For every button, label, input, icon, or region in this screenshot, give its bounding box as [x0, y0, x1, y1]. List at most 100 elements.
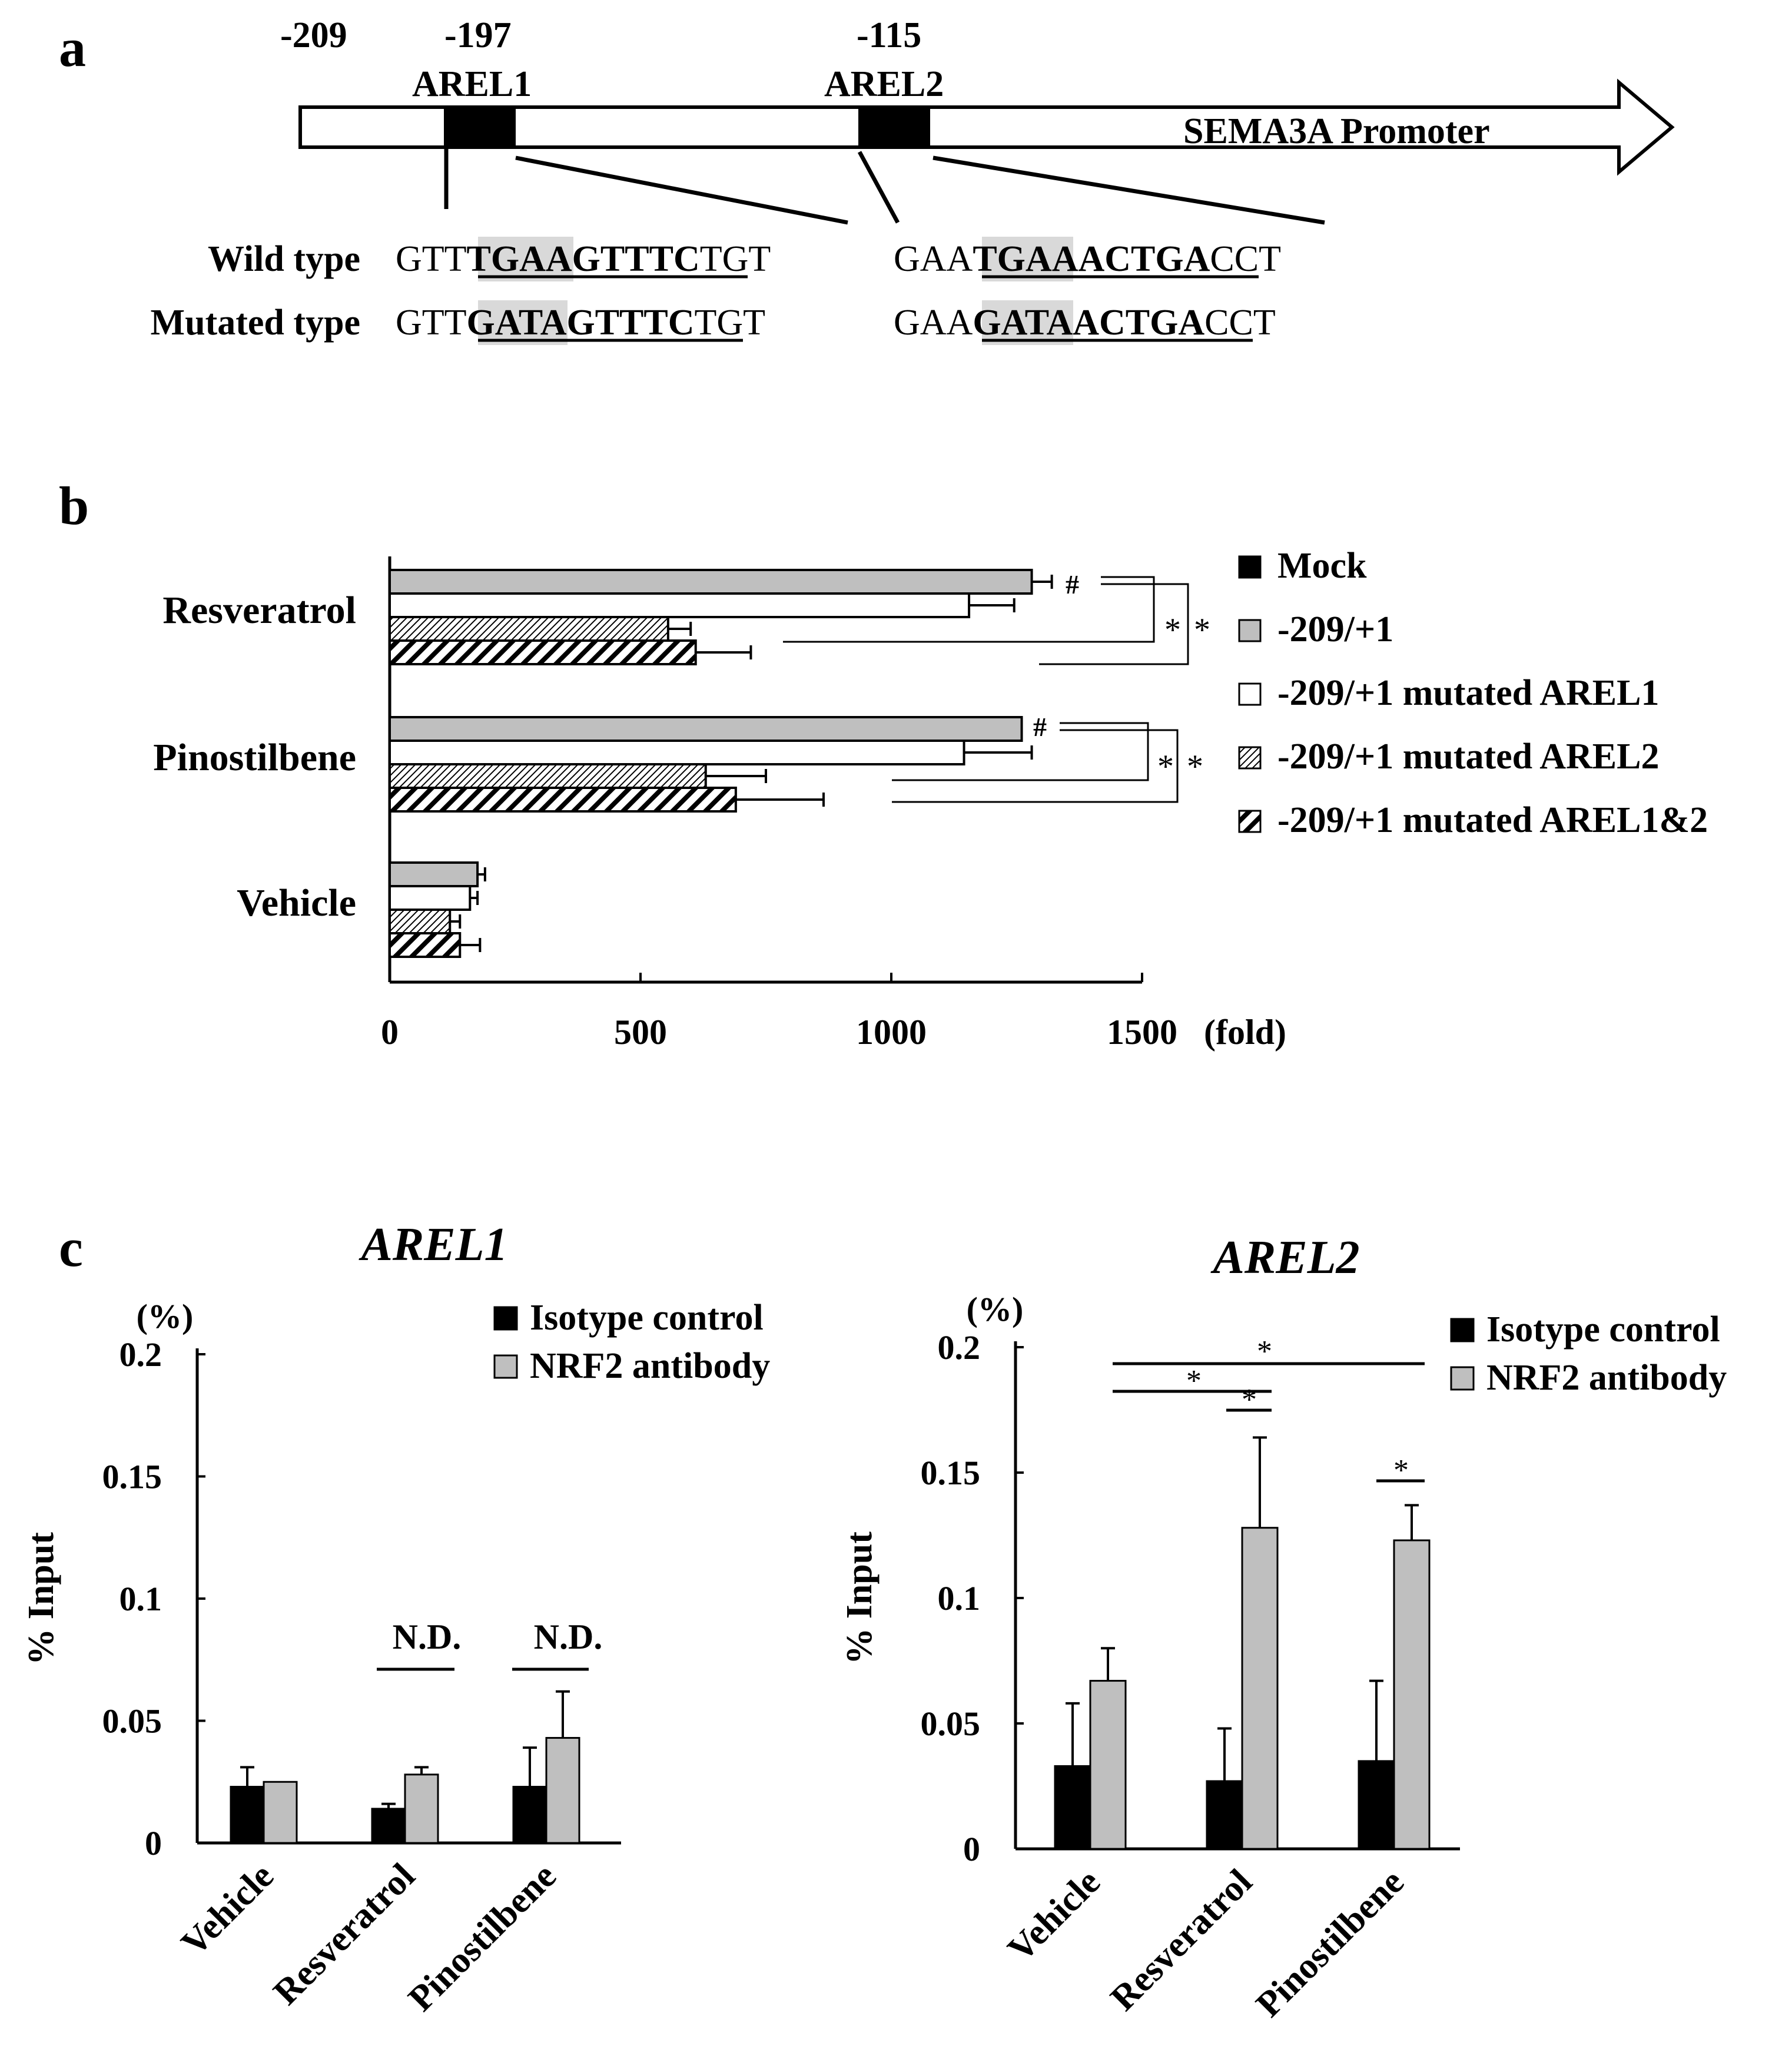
chart-c-arel1: AREL1 (%) % Input 0 0.05 0.1 0.15 0.2 VehicleRes… [21, 1219, 770, 2019]
category-label: Resveratrol [162, 589, 356, 632]
y-tick-label: 0.15 [102, 1458, 162, 1496]
legend-swatch [493, 1354, 518, 1379]
seq-post: CCT [1204, 303, 1276, 343]
seq-core: AACTGA [1052, 239, 1210, 279]
legend-label: Mock [1277, 546, 1367, 586]
position-arel1: -197 [444, 15, 512, 55]
panel-a-label: a [59, 18, 86, 78]
arel2-connector-right [932, 155, 1325, 225]
legend-label: -209/+1 mutated AREL1 [1277, 673, 1659, 713]
significance-bracket [892, 722, 1149, 781]
position-arel2: -115 [857, 15, 921, 55]
x-tick-label: Resveratrol [266, 1856, 423, 2013]
seq-pre: GTT [396, 303, 467, 343]
star-mark: * [1393, 1454, 1409, 1487]
hash-mark: # [1066, 569, 1079, 599]
legend-label: NRF2 antibody [1486, 1358, 1727, 1398]
panel-b-label: b [59, 476, 89, 536]
bar [1089, 1680, 1127, 1850]
legend-swatch [1238, 619, 1262, 642]
bar [389, 639, 697, 665]
y-tick-label: 0.2 [938, 1328, 981, 1367]
star-mark: * [1257, 1335, 1272, 1368]
seq-core: GAT [973, 303, 1048, 343]
bar [389, 569, 1033, 595]
y-unit: (%) [967, 1290, 1024, 1328]
seq-core: TGA [467, 239, 546, 279]
star-mark: * [1242, 1383, 1257, 1417]
seq-post: CCT [1210, 239, 1281, 279]
x-tick-label: 500 [614, 1013, 667, 1052]
seq-post: TGT [700, 239, 771, 279]
seq-post: TGT [695, 303, 766, 343]
nd-label: N.D. [393, 1617, 462, 1656]
x-tick-label: Pinostilbene [401, 1856, 564, 2019]
legend-swatch [1238, 555, 1262, 579]
x-tick-label: Pinostilbene [1249, 1862, 1412, 2025]
chart-c-arel2: AREL2 (%) % Input 0 0.05 0.1 0.15 0.2 VehicleRes… [839, 1232, 1727, 2025]
significance-bracket [892, 729, 1179, 803]
seq-pre: GTT [396, 239, 467, 279]
seq-pre: GAA [894, 239, 973, 279]
arel2-label: AREL2 [824, 64, 944, 104]
nd-label: N.D. [534, 1617, 603, 1656]
y-axis-title: % Input [21, 1532, 61, 1665]
bar [512, 1786, 547, 1844]
significance-bracket [783, 576, 1155, 643]
arel1-box [444, 107, 516, 147]
x-tick-label: 1000 [856, 1013, 927, 1052]
seq-core: GAT [467, 303, 543, 343]
promoter-label: SEMA3A Promoter [1183, 111, 1490, 151]
legend-swatch [1238, 682, 1262, 706]
bar [389, 592, 971, 618]
panel-a: a -209 -197 -115 AREL1 AREL2 SEMA3A Prom… [59, 15, 1675, 345]
legend-swatch [1238, 810, 1262, 833]
panel-c-label: c [59, 1218, 83, 1278]
y-unit: (%) [137, 1297, 194, 1335]
star-mark: * [1194, 612, 1210, 648]
y-tick-label: 0.1 [938, 1579, 981, 1617]
y-tick-label: 0.05 [102, 1702, 162, 1741]
legend-label: -209/+1 mutated AREL2 [1277, 737, 1659, 777]
x-axis-unit: (fold) [1204, 1013, 1286, 1052]
bar [404, 1773, 439, 1844]
bar [389, 740, 965, 765]
seq-pre: GAA [894, 303, 973, 343]
bar [1393, 1539, 1431, 1850]
x-tick-label: 1500 [1107, 1013, 1177, 1052]
bar [263, 1781, 298, 1844]
y-tick-label: 0.2 [120, 1335, 162, 1374]
seq-core: AGTTTC [546, 239, 700, 279]
legend-label: -209/+1 mutated AREL1&2 [1277, 800, 1708, 840]
seq-core: AGTTTC [540, 303, 695, 343]
wild-arel2-sequence: GAATGAAACTGACCT [894, 239, 1281, 279]
bar [389, 885, 472, 911]
bar [389, 861, 479, 887]
hash-mark: # [1033, 712, 1047, 742]
legend-label: Isotype control [1486, 1309, 1720, 1350]
wild-arel2-highlight [982, 237, 1073, 281]
bar [1054, 1765, 1091, 1850]
promoter-arrow [298, 78, 1675, 176]
arel1-connector-right [515, 155, 848, 225]
y-tick-label: 0.1 [120, 1580, 162, 1618]
legend-label: -209/+1 [1277, 609, 1393, 649]
x-tick-label: Vehicle [1000, 1862, 1108, 1970]
chart-title: AREL1 [359, 1219, 508, 1271]
seq-core: TGA [973, 239, 1052, 279]
arel2-connector-left [857, 151, 900, 224]
bar [371, 1808, 406, 1844]
arel2-box [858, 107, 930, 147]
star-mark: * [1164, 612, 1181, 648]
y-tick-label: 0 [963, 1830, 980, 1868]
star-mark: * [1157, 748, 1174, 785]
bar [389, 932, 462, 958]
y-tick-label: 0.05 [921, 1705, 981, 1743]
mut-arel2-sequence: GAAGATAACTGACCT [894, 303, 1276, 343]
bar [1241, 1527, 1279, 1850]
bar [230, 1786, 265, 1844]
legend-swatch [1450, 1318, 1475, 1342]
panel-b: b 0 500 1000 1500 (fold) Resveratrol Pinostilb… [59, 476, 1708, 1052]
y-tick-label: 0.15 [921, 1454, 981, 1492]
star-mark: * [1186, 1364, 1202, 1398]
